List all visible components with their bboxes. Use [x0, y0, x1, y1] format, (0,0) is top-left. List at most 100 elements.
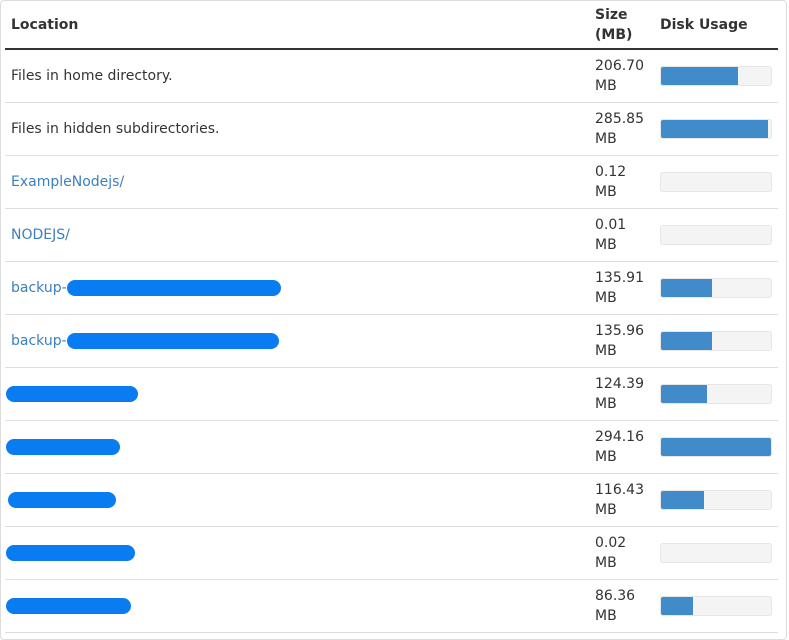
usage-bar: [660, 383, 772, 404]
size-unit: MB: [595, 236, 617, 253]
usage-cell: [652, 102, 778, 156]
table-row: Files in hidden subdirectories. 285.85 MB: [5, 102, 778, 156]
usage-bar-fill: [661, 490, 704, 509]
usage-cell: [652, 473, 778, 527]
location-label: Files in home directory.: [11, 67, 173, 84]
location-cell: [5, 420, 589, 474]
usage-bar-fill: [661, 331, 712, 350]
table-row: 86.36 MB: [5, 579, 778, 633]
redaction-mark: [6, 438, 120, 455]
size-unit: MB: [595, 289, 617, 306]
usage-cell: [652, 314, 778, 368]
disk-usage-table: Location Size (MB) Disk Usage Files in ho…: [5, 1, 778, 633]
size-cell: 206.70 MB: [589, 49, 652, 103]
location-cell: backup-: [5, 314, 589, 368]
table-row: 0.02 MB: [5, 526, 778, 580]
redaction-mark: [6, 544, 135, 561]
table-header-row: Location Size (MB) Disk Usage: [5, 1, 778, 50]
size-cell: 86.36 MB: [589, 579, 652, 633]
usage-bar: [660, 542, 772, 563]
size-unit: MB: [595, 130, 617, 147]
redaction-mark: [8, 491, 116, 508]
table-row: Files in home directory. 206.70 MB: [5, 49, 778, 103]
size-unit: MB: [595, 77, 617, 94]
usage-bar: [660, 436, 772, 457]
location-cell: [5, 526, 589, 580]
usage-bar: [660, 277, 772, 298]
disk-usage-column-header[interactable]: Disk Usage: [652, 1, 778, 50]
usage-cell: [652, 208, 778, 262]
location-link[interactable]: backup-: [11, 332, 67, 349]
usage-bar-fill: [661, 437, 771, 456]
size-cell: 294.16 MB: [589, 420, 652, 474]
usage-cell: [652, 49, 778, 103]
size-cell: 285.85 MB: [589, 102, 652, 156]
size-cell: 116.43 MB: [589, 473, 652, 527]
size-value: 285.85: [595, 110, 644, 127]
usage-bar: [660, 330, 772, 351]
location-cell: ExampleNodejs/: [5, 155, 589, 209]
location-cell: [5, 579, 589, 633]
location-column-header[interactable]: Location: [5, 1, 589, 50]
usage-cell: [652, 367, 778, 421]
location-cell: [5, 473, 589, 527]
usage-bar-fill: [661, 596, 693, 615]
usage-cell: [652, 420, 778, 474]
usage-cell: [652, 261, 778, 315]
size-column-header[interactable]: Size (MB): [589, 1, 652, 50]
redaction-mark: [6, 597, 131, 614]
usage-bar-fill: [661, 119, 768, 138]
size-value: 294.16: [595, 428, 644, 445]
usage-bar: [660, 171, 772, 192]
table-row: backup- 135.91 MB: [5, 261, 778, 315]
size-value: 206.70: [595, 57, 644, 74]
table-body: Files in home directory. 206.70 MB Files in…: [5, 49, 778, 633]
location-cell: Files in hidden subdirectories.: [5, 102, 589, 156]
usage-bar: [660, 224, 772, 245]
size-value: 86.36: [595, 587, 636, 604]
size-cell: 0.01 MB: [589, 208, 652, 262]
usage-cell: [652, 579, 778, 633]
size-value: 124.39: [595, 375, 644, 392]
size-unit: MB: [595, 501, 617, 518]
size-unit: MB: [595, 554, 617, 571]
location-link[interactable]: NODEJS/: [11, 226, 70, 243]
size-unit: MB: [595, 448, 617, 465]
redaction-mark: [66, 332, 279, 349]
location-link[interactable]: backup-: [11, 279, 67, 296]
table-row: ExampleNodejs/0.12 MB: [5, 155, 778, 209]
size-unit: MB: [595, 395, 617, 412]
size-cell: 124.39 MB: [589, 367, 652, 421]
table-row: backup- 135.96 MB: [5, 314, 778, 368]
size-cell: 135.96 MB: [589, 314, 652, 368]
size-value: 135.96: [595, 322, 644, 339]
size-value: 116.43: [595, 481, 644, 498]
usage-bar-fill: [661, 66, 738, 85]
size-unit: MB: [595, 607, 617, 624]
location-cell: backup-: [5, 261, 589, 315]
size-value: 0.02: [595, 534, 627, 551]
location-label: Files in hidden subdirectories.: [11, 120, 220, 137]
size-value: 0.01: [595, 216, 627, 233]
size-unit: MB: [595, 342, 617, 359]
usage-cell: [652, 526, 778, 580]
size-cell: 0.12 MB: [589, 155, 652, 209]
usage-bar-fill: [661, 278, 712, 297]
usage-bar: [660, 595, 772, 616]
size-value: 0.12: [595, 163, 627, 180]
usage-bar-fill: [661, 384, 708, 403]
table-row: 124.39 MB: [5, 367, 778, 421]
size-unit: MB: [595, 183, 617, 200]
location-cell: [5, 367, 589, 421]
table-row: 116.43 MB: [5, 473, 778, 527]
usage-bar: [660, 65, 772, 86]
location-cell: NODEJS/: [5, 208, 589, 262]
usage-bar: [660, 118, 772, 139]
redaction-mark: [66, 279, 281, 296]
redaction-mark: [6, 385, 138, 402]
usage-cell: [652, 155, 778, 209]
location-link[interactable]: ExampleNodejs/: [11, 173, 125, 190]
usage-bar: [660, 489, 772, 510]
table-row: NODEJS/0.01 MB: [5, 208, 778, 262]
